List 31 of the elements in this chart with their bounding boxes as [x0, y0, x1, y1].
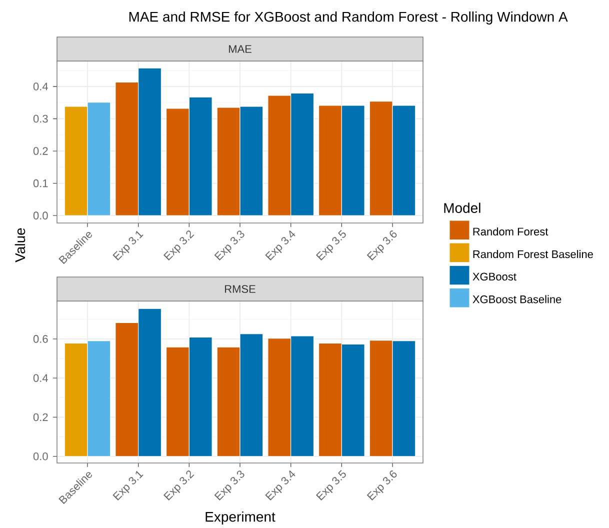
chart-subtitle: RMSE — [225, 285, 256, 293]
x-tick-label: Exp 3.3 — [214, 230, 244, 260]
y-tick-label: 0.2 — [33, 147, 48, 155]
chart-subtitle: MAE — [228, 45, 252, 53]
legend-label: XGBoost — [472, 272, 516, 281]
y-tick-label: 0.0 — [33, 452, 48, 460]
y-tick-label: 0.3 — [33, 114, 48, 123]
x-axis-title: Experiment — [206, 511, 276, 525]
y-tick-label: 0.6 — [33, 335, 48, 343]
x-tick-label: Exp 3.5 — [316, 470, 346, 500]
legend-title: Model — [444, 202, 480, 213]
x-tick-label: Exp 3.2 — [163, 230, 194, 260]
x-tick-label: Exp 3.1 — [112, 231, 144, 260]
chart-title: MAE and RMSE for XGBoost and Random Forest - Rolling Windown A — [129, 11, 568, 25]
x-tick-label: Exp 3.1 — [112, 471, 144, 500]
legend-label: XGBoost Baseline — [472, 295, 562, 304]
x-tick-label: Exp 3.4 — [265, 470, 296, 500]
x-tick-label: Exp 3.6 — [366, 470, 397, 500]
y-tick-label: 0.1 — [33, 179, 48, 188]
x-tick-label: Exp 3.6 — [366, 230, 397, 260]
x-tick-label: Exp 3.5 — [316, 230, 346, 260]
x-tick-label: Exp 3.4 — [265, 230, 296, 260]
y-tick-label: 0.0 — [33, 212, 48, 220]
y-tick-label: 0.4 — [33, 82, 48, 90]
y-axis-title: Value — [14, 228, 26, 262]
legend-label: Random Forest Baseline — [473, 250, 593, 258]
y-tick-label: 0.2 — [33, 413, 48, 422]
x-tick-label: Exp 3.2 — [163, 470, 194, 500]
legend-label: Random Forest — [473, 227, 548, 236]
y-tick-label: 0.4 — [33, 374, 48, 382]
x-tick-label: Exp 3.3 — [214, 470, 244, 500]
